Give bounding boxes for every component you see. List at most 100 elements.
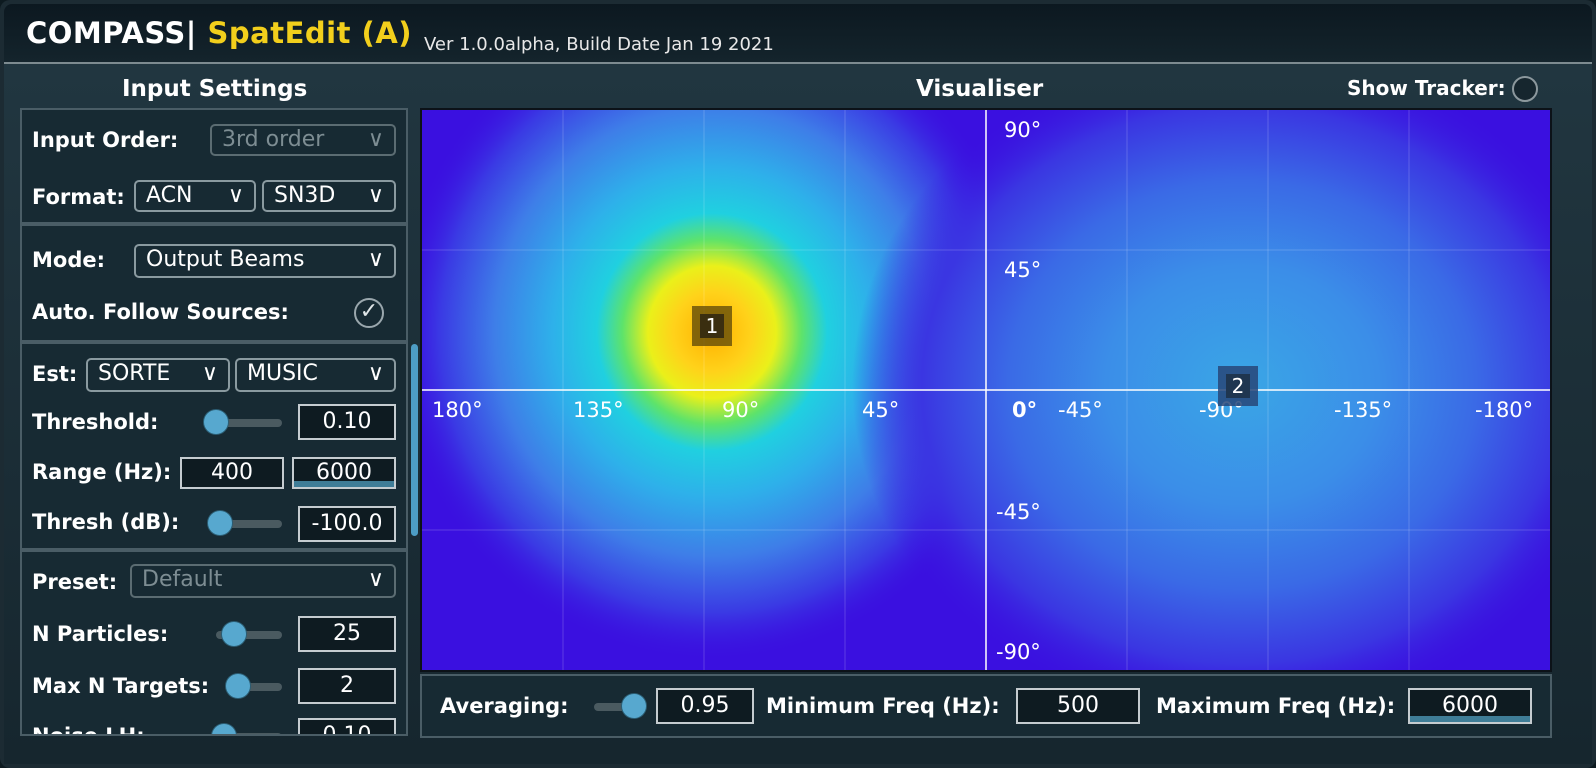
normalisation-value: SN3D bbox=[274, 183, 336, 208]
max-n-targets-slider[interactable] bbox=[226, 674, 282, 698]
channel-order-dropdown[interactable]: ACN ∨ bbox=[134, 180, 256, 212]
est-label: Est: bbox=[32, 362, 78, 386]
max-n-targets-label: Max N Targets: bbox=[32, 674, 210, 698]
slider-knob[interactable] bbox=[226, 674, 250, 698]
threshold-value[interactable]: 0.10 bbox=[298, 404, 396, 440]
doa-dropdown[interactable]: MUSIC ∨ bbox=[235, 358, 396, 392]
max-n-targets-value[interactable]: 2 bbox=[298, 668, 396, 704]
max-freq-label: Maximum Freq (Hz): bbox=[1156, 694, 1396, 718]
input-order-value: 3rd order bbox=[222, 127, 325, 152]
elevation-label: 90° bbox=[1004, 118, 1042, 142]
mode-panel: Mode: Output Beams ∨ Auto. Follow Source… bbox=[20, 224, 408, 342]
input-settings-title: Input Settings bbox=[122, 76, 308, 102]
auto-follow-checkbox[interactable]: ✓ bbox=[354, 298, 384, 328]
doa-value: MUSIC bbox=[247, 361, 318, 386]
threshold-label: Threshold: bbox=[32, 410, 159, 434]
range-min-value[interactable]: 400 bbox=[180, 457, 284, 489]
azimuth-label: 0° bbox=[1012, 398, 1038, 422]
source-2-label: 2 bbox=[1226, 374, 1250, 398]
range-max-value: 6000 bbox=[316, 460, 372, 485]
chevron-down-icon: ∨ bbox=[367, 183, 384, 208]
azimuth-label: -180° bbox=[1475, 398, 1534, 422]
chevron-down-icon: ∨ bbox=[367, 361, 384, 386]
threshold-slider[interactable] bbox=[204, 410, 282, 434]
thresh-db-value[interactable]: -100.0 bbox=[298, 506, 396, 542]
thresh-db-slider[interactable] bbox=[208, 511, 282, 535]
source-number-value: SORTE bbox=[98, 361, 171, 386]
elevation-label: -45° bbox=[996, 500, 1041, 524]
estimation-panel: Est: SORTE ∨ MUSIC ∨ Threshold: 0.10 Ran… bbox=[20, 342, 408, 550]
slider-track bbox=[204, 419, 282, 427]
slider-track bbox=[216, 631, 282, 639]
input-format-panel: Input Order: 3rd order ∨ Format: ACN ∨ S… bbox=[20, 108, 408, 224]
elevation-label: 45° bbox=[1004, 258, 1042, 282]
chevron-down-icon: ∨ bbox=[367, 247, 384, 272]
slider-knob[interactable] bbox=[208, 511, 232, 535]
max-freq-box[interactable]: 6000 bbox=[1408, 688, 1532, 724]
chevron-down-icon: ∨ bbox=[367, 127, 384, 152]
azimuth-label: 45° bbox=[862, 398, 900, 422]
source-1-label: 1 bbox=[700, 314, 724, 338]
min-freq-value[interactable]: 500 bbox=[1016, 688, 1140, 724]
visualiser-panel: 180° 135° 90° 45° 0° -45° -90° -135° -18… bbox=[420, 108, 1552, 672]
show-tracker-label: Show Tracker: bbox=[1347, 76, 1506, 100]
visualiser-heatmap bbox=[422, 110, 1550, 670]
thresh-db-label: Thresh (dB): bbox=[32, 510, 180, 534]
slider-track bbox=[208, 520, 282, 528]
format-label: Format: bbox=[32, 185, 125, 209]
averaging-label: Averaging: bbox=[440, 694, 569, 718]
noise-lh-slider[interactable] bbox=[212, 724, 282, 734]
n-particles-value[interactable]: 25 bbox=[298, 616, 396, 652]
source-1-hotspot bbox=[422, 110, 1032, 662]
averaging-slider[interactable] bbox=[594, 694, 646, 718]
normalisation-dropdown[interactable]: SN3D ∨ bbox=[262, 180, 396, 212]
azimuth-label: 135° bbox=[573, 398, 624, 422]
analysis-bar: Averaging: 0.95 Minimum Freq (Hz): 500 M… bbox=[420, 674, 1552, 738]
source-marker-2[interactable]: 2 bbox=[1218, 366, 1258, 406]
show-tracker-toggle[interactable] bbox=[1512, 76, 1538, 102]
preset-label: Preset: bbox=[32, 570, 118, 594]
azimuth-label: -135° bbox=[1334, 398, 1393, 422]
preset-dropdown[interactable]: Default ∨ bbox=[130, 564, 396, 598]
mode-label: Mode: bbox=[32, 248, 105, 272]
auto-follow-label: Auto. Follow Sources: bbox=[32, 300, 289, 324]
n-particles-label: N Particles: bbox=[32, 622, 169, 646]
azimuth-label: 180° bbox=[432, 398, 483, 422]
slider-track bbox=[594, 703, 642, 711]
slider-knob[interactable] bbox=[222, 622, 246, 646]
app-brand: COMPASS| SpatEdit (A) bbox=[26, 16, 412, 50]
channel-order-value: ACN bbox=[146, 183, 193, 208]
noise-lh-value[interactable]: 0.10 bbox=[298, 718, 396, 734]
max-freq-fill bbox=[1410, 716, 1530, 722]
noise-lh-label: Noise LH: bbox=[32, 724, 145, 736]
range-max-box[interactable]: 6000 bbox=[292, 457, 396, 489]
chevron-down-icon: ∨ bbox=[201, 361, 218, 386]
azimuth-label: -45° bbox=[1058, 398, 1103, 422]
source-marker-1[interactable]: 1 bbox=[692, 306, 732, 346]
mode-dropdown[interactable]: Output Beams ∨ bbox=[134, 244, 396, 278]
source-number-dropdown[interactable]: SORTE ∨ bbox=[86, 358, 230, 392]
azimuth-label: 90° bbox=[722, 398, 760, 422]
max-freq-value: 6000 bbox=[1442, 693, 1498, 718]
elevation-label: -90° bbox=[996, 640, 1041, 664]
slider-knob[interactable] bbox=[622, 694, 646, 718]
mode-value: Output Beams bbox=[146, 247, 305, 272]
chevron-down-icon: ∨ bbox=[367, 567, 384, 592]
input-order-dropdown[interactable]: 3rd order ∨ bbox=[210, 124, 396, 156]
slider-knob[interactable] bbox=[212, 724, 236, 734]
n-particles-slider[interactable] bbox=[216, 622, 282, 646]
slider-knob[interactable] bbox=[204, 410, 228, 434]
slider-track bbox=[226, 683, 282, 691]
averaging-value[interactable]: 0.95 bbox=[656, 688, 754, 724]
visualiser-title: Visualiser bbox=[916, 76, 1044, 102]
min-freq-label: Minimum Freq (Hz): bbox=[766, 694, 1000, 718]
input-order-label: Input Order: bbox=[32, 128, 179, 152]
chevron-down-icon: ∨ bbox=[227, 183, 244, 208]
range-label: Range (Hz): bbox=[32, 460, 172, 484]
tracker-panel: Preset: Default ∨ N Particles: 25 Max N … bbox=[20, 550, 408, 736]
range-max-fill bbox=[294, 481, 394, 487]
settings-scrollbar[interactable] bbox=[411, 344, 418, 536]
preset-value: Default bbox=[142, 567, 223, 592]
brand-name: COMPASS| bbox=[26, 16, 197, 50]
